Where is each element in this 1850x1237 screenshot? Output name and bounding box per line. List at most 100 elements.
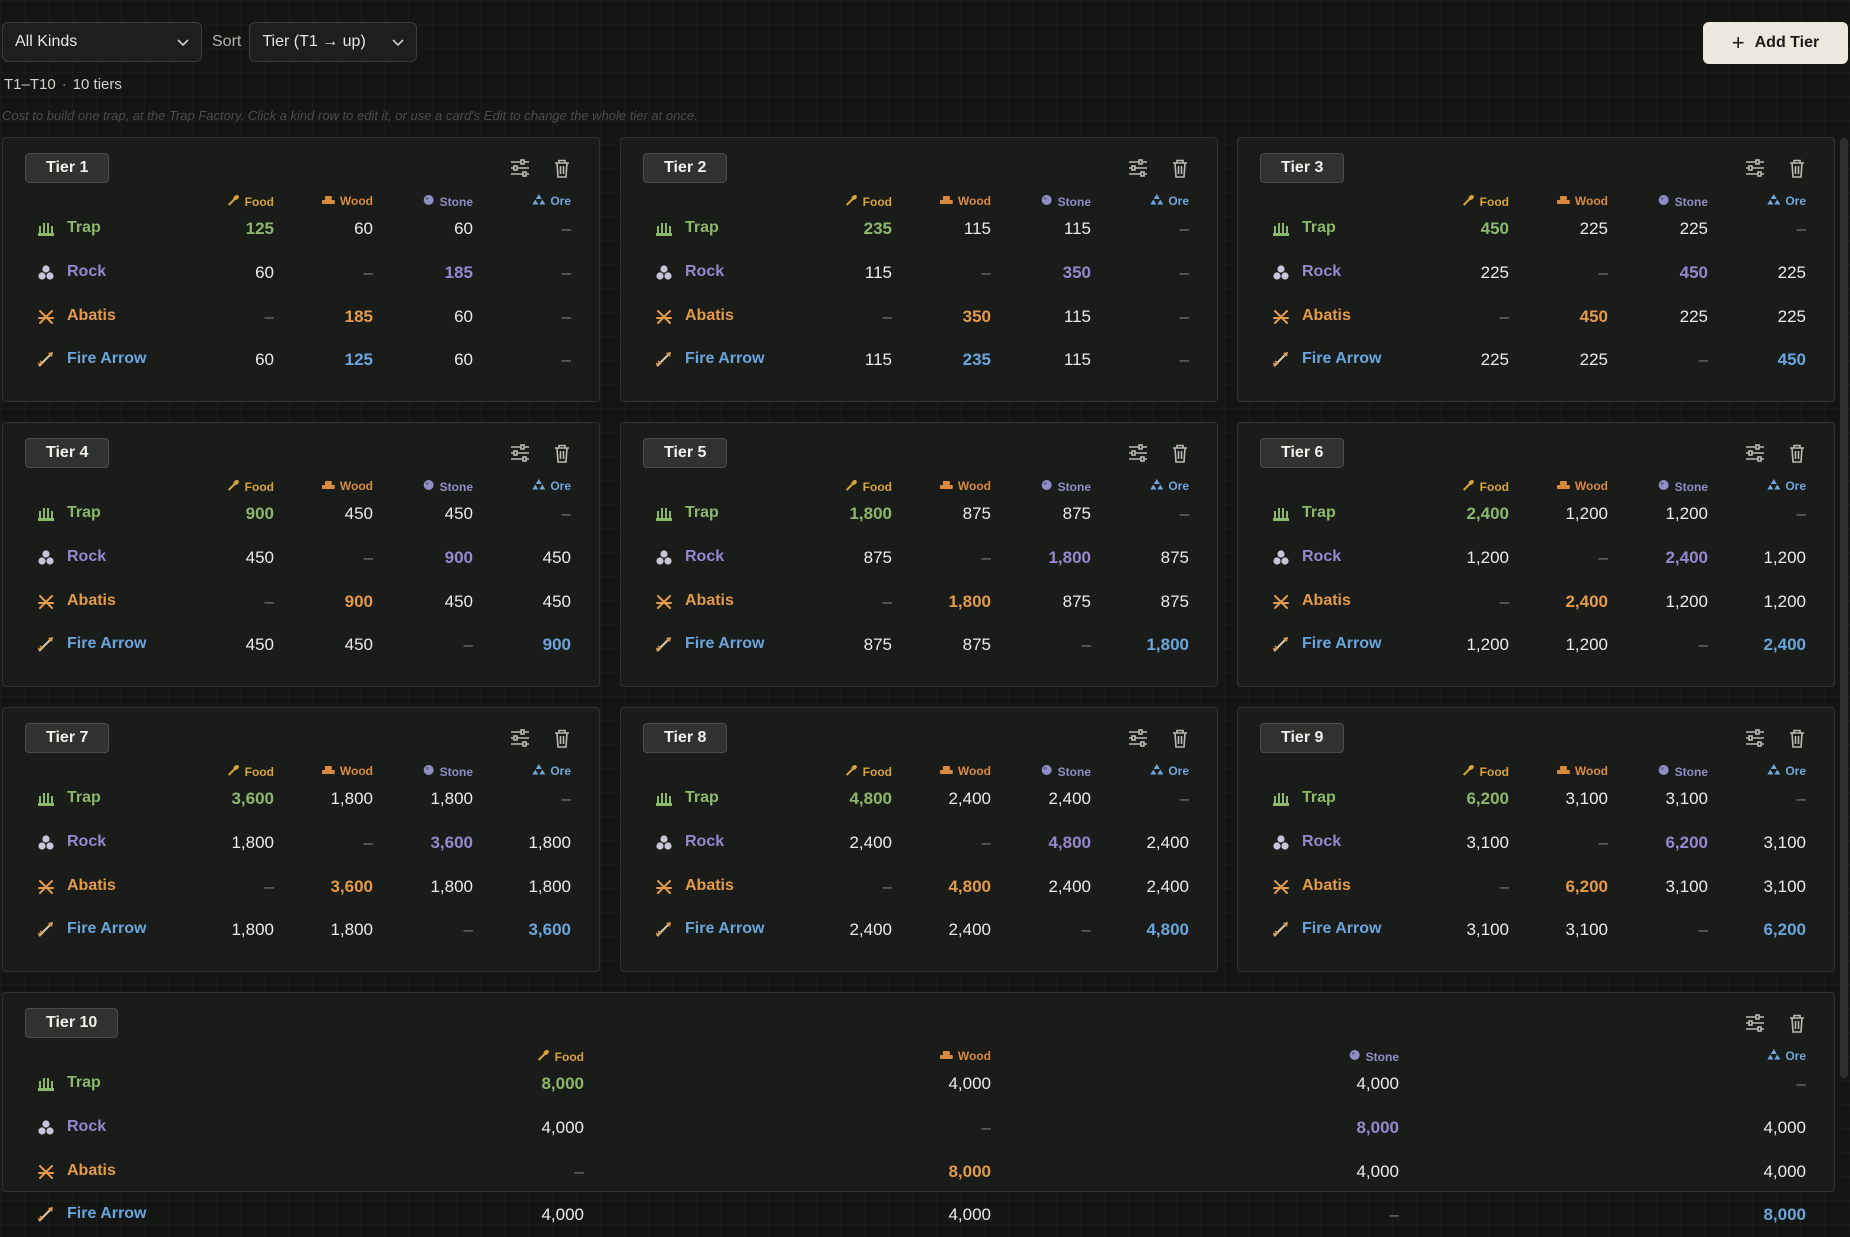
kind-row-abatis[interactable]: Abatis – 900 450 450 (3, 580, 599, 624)
cost-stone: 2,400 (1048, 877, 1091, 896)
kind-row-fire[interactable]: Fire Arrow 450 450 – 900 (3, 623, 599, 667)
delete-tier-icon[interactable] (1786, 727, 1808, 749)
kind-row-trap[interactable]: Trap 235 115 115 – (621, 207, 1217, 251)
edit-tier-icon[interactable] (509, 727, 531, 749)
edit-tier-icon[interactable] (1744, 442, 1766, 464)
kind-row-fire[interactable]: Fire Arrow 3,100 3,100 – 6,200 (1238, 908, 1834, 952)
cost-ore: 1,200 (1763, 592, 1806, 611)
delete-tier-icon[interactable] (551, 157, 573, 179)
kind-row-rock[interactable]: Rock 115 – 350 – (621, 251, 1217, 295)
resource-header-stone: Stone (1041, 764, 1091, 779)
delete-tier-icon[interactable] (1169, 727, 1191, 749)
tier-card: Tier 6 Food Wood Stone Ore Trap 2,400 1,200 1,20… (1237, 422, 1835, 687)
kind-row-rock[interactable]: Rock 1,800 – 3,600 1,800 (3, 821, 599, 865)
kind-cell: Fire Arrow (655, 350, 764, 368)
kind-row-fire[interactable]: Fire Arrow 115 235 115 – (621, 338, 1217, 382)
edit-tier-icon[interactable] (1744, 157, 1766, 179)
edit-tier-icon[interactable] (1127, 442, 1149, 464)
scrollbar[interactable] (1840, 138, 1848, 1078)
rock-icon (37, 549, 55, 565)
food-icon (537, 1049, 550, 1064)
kind-row-rock[interactable]: Rock 450 – 900 450 (3, 536, 599, 580)
cost-stone: – (1698, 635, 1708, 654)
kind-row-abatis[interactable]: Abatis – 2,400 1,200 1,200 (1238, 580, 1834, 624)
kind-row-trap[interactable]: Trap 1,800 875 875 – (621, 492, 1217, 536)
resource-header-food: Food (845, 479, 892, 494)
kind-row-fire[interactable]: Fire Arrow 2,400 2,400 – 4,800 (621, 908, 1217, 952)
kind-row-abatis[interactable]: Abatis – 4,800 2,400 2,400 (621, 865, 1217, 909)
kind-row-trap[interactable]: Trap 8,000 4,000 4,000 – (3, 1062, 1834, 1106)
resource-label: Food (862, 479, 892, 494)
card-actions (1744, 442, 1808, 464)
cost-wood: 450 (344, 635, 373, 654)
kind-row-abatis[interactable]: Abatis – 6,200 3,100 3,100 (1238, 865, 1834, 909)
wood-icon (321, 479, 335, 493)
cost-food: 4,000 (541, 1205, 584, 1224)
resource-header-ore: Ore (1767, 194, 1806, 208)
edit-tier-icon[interactable] (1744, 727, 1766, 749)
kind-row-abatis[interactable]: Abatis – 350 115 – (621, 295, 1217, 339)
cost-food: 875 (863, 635, 892, 654)
kind-row-fire[interactable]: Fire Arrow 1,200 1,200 – 2,400 (1238, 623, 1834, 667)
kind-row-rock[interactable]: Rock 4,000 – 8,000 4,000 (3, 1106, 1834, 1150)
delete-tier-icon[interactable] (551, 727, 573, 749)
kind-row-rock[interactable]: Rock 225 – 450 225 (1238, 251, 1834, 295)
kind-row-trap[interactable]: Trap 4,800 2,400 2,400 – (621, 777, 1217, 821)
delete-tier-icon[interactable] (551, 442, 573, 464)
delete-tier-icon[interactable] (1786, 442, 1808, 464)
kind-row-fire[interactable]: Fire Arrow 1,800 1,800 – 3,600 (3, 908, 599, 952)
edit-tier-icon[interactable] (509, 442, 531, 464)
kind-row-abatis[interactable]: Abatis – 1,800 875 875 (621, 580, 1217, 624)
delete-tier-icon[interactable] (1786, 1012, 1808, 1034)
kind-row-trap[interactable]: Trap 6,200 3,100 3,100 – (1238, 777, 1834, 821)
kind-cell: Rock (1272, 548, 1341, 566)
cost-ore: – (1179, 219, 1189, 238)
kind-row-rock[interactable]: Rock 1,200 – 2,400 1,200 (1238, 536, 1834, 580)
kind-row-rock[interactable]: Rock 875 – 1,800 875 (621, 536, 1217, 580)
kind-row-trap[interactable]: Trap 2,400 1,200 1,200 – (1238, 492, 1834, 536)
cost-food: 225 (1480, 350, 1509, 369)
cost-stone: 115 (1063, 219, 1091, 238)
edit-tier-icon[interactable] (1127, 727, 1149, 749)
cost-stone: 225 (1679, 307, 1708, 326)
resource-header-wood: Wood (321, 479, 373, 493)
cost-ore: 3,600 (528, 920, 571, 939)
cost-stone: 3,100 (1665, 789, 1708, 808)
add-tier-button[interactable]: + Add Tier (1703, 22, 1848, 64)
kind-row-abatis[interactable]: Abatis – 3,600 1,800 1,800 (3, 865, 599, 909)
kind-label: Abatis (685, 307, 734, 324)
kind-row-rock[interactable]: Rock 2,400 – 4,800 2,400 (621, 821, 1217, 865)
resource-header-ore: Ore (532, 764, 571, 778)
kind-row-fire[interactable]: Fire Arrow 4,000 4,000 – 8,000 (3, 1193, 1834, 1237)
kind-row-abatis[interactable]: Abatis – 8,000 4,000 4,000 (3, 1150, 1834, 1194)
fire-arrow-icon (37, 1206, 55, 1222)
cost-food: 2,400 (849, 833, 892, 852)
kind-row-trap[interactable]: Trap 125 60 60 – (3, 207, 599, 251)
kind-label: Fire Arrow (67, 635, 147, 652)
kind-row-rock[interactable]: Rock 3,100 – 6,200 3,100 (1238, 821, 1834, 865)
edit-tier-icon[interactable] (1744, 1012, 1766, 1034)
resource-label: Stone (1674, 194, 1708, 209)
kind-row-fire[interactable]: Fire Arrow 60 125 60 – (3, 338, 599, 382)
cost-food: 450 (245, 548, 274, 567)
kind-row-abatis[interactable]: Abatis – 450 225 225 (1238, 295, 1834, 339)
kind-row-fire[interactable]: Fire Arrow 875 875 – 1,800 (621, 623, 1217, 667)
trap-icon (37, 221, 55, 236)
kind-row-fire[interactable]: Fire Arrow 225 225 – 450 (1238, 338, 1834, 382)
kind-row-trap[interactable]: Trap 3,600 1,800 1,800 – (3, 777, 599, 821)
kind-row-trap[interactable]: Trap 450 225 225 – (1238, 207, 1834, 251)
kind-row-rock[interactable]: Rock 60 – 185 – (3, 251, 599, 295)
sort-select[interactable]: Tier (T1 → up) (249, 22, 418, 62)
kind-row-abatis[interactable]: Abatis – 185 60 – (3, 295, 599, 339)
abatis-icon (655, 309, 673, 324)
ore-icon (1150, 764, 1164, 778)
delete-tier-icon[interactable] (1169, 442, 1191, 464)
delete-tier-icon[interactable] (1169, 157, 1191, 179)
edit-tier-icon[interactable] (1127, 157, 1149, 179)
tier-card: Tier 3 Food Wood Stone Ore Trap 450 225 225– Rock… (1237, 137, 1835, 402)
kind-row-trap[interactable]: Trap 900 450 450 – (3, 492, 599, 536)
edit-tier-icon[interactable] (509, 157, 531, 179)
resource-header-wood: Wood (1556, 479, 1608, 493)
kind-filter-select[interactable]: All Kinds (2, 22, 202, 62)
delete-tier-icon[interactable] (1786, 157, 1808, 179)
